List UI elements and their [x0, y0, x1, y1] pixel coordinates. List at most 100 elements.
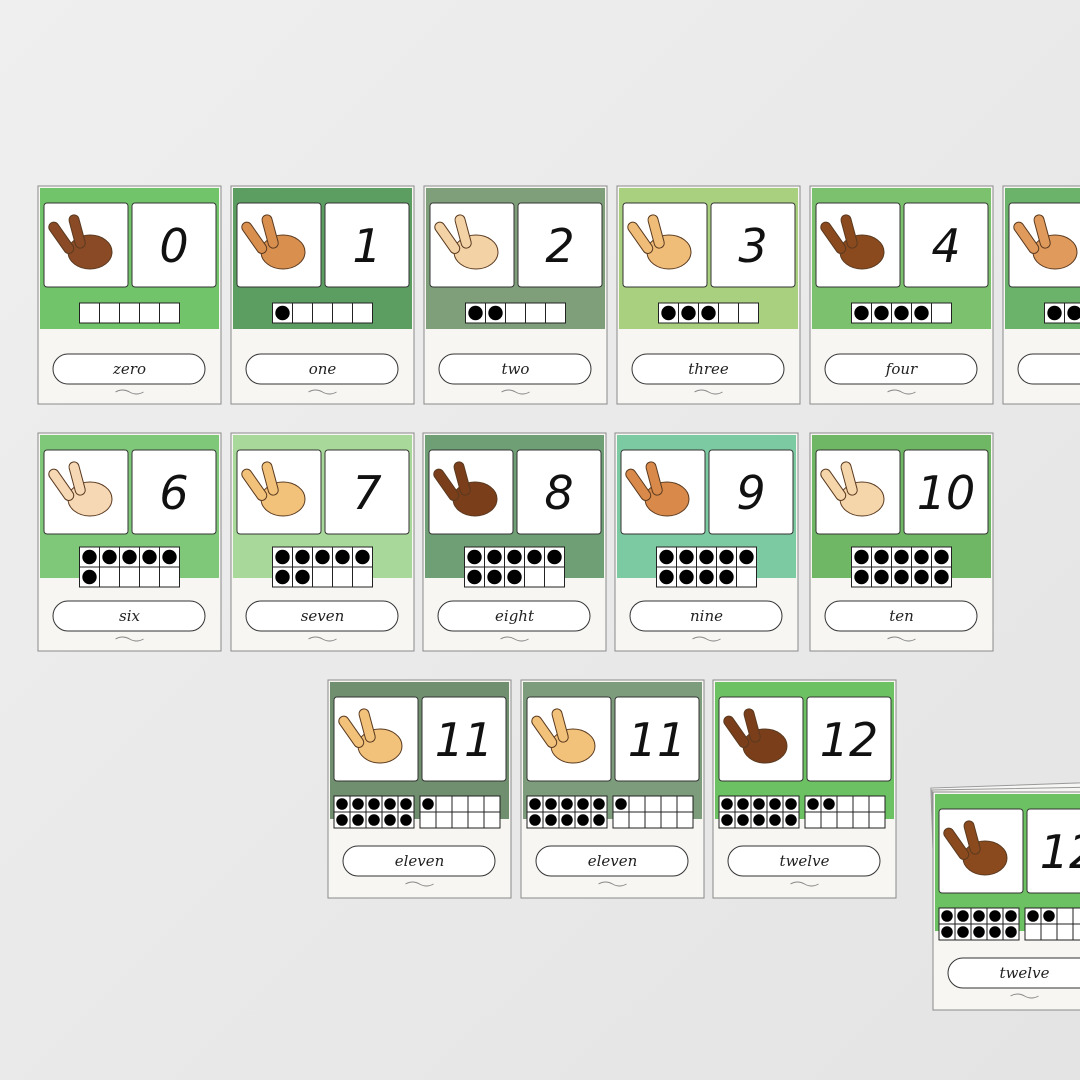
counter-dot — [368, 814, 380, 826]
word: nine — [690, 607, 723, 625]
counter-dot — [315, 549, 330, 565]
ten-frame-cell — [139, 566, 160, 588]
ten-frame-cell — [467, 795, 485, 813]
numeral-box — [131, 449, 217, 535]
card: 7 seven — [230, 432, 415, 652]
counter-dot — [467, 549, 482, 565]
card — [1002, 185, 1080, 405]
hand-finger — [48, 468, 75, 501]
ten-frame-cell — [868, 811, 886, 829]
hand-finger — [647, 214, 665, 249]
numeral-box — [324, 449, 410, 535]
ten-frame-cell — [676, 811, 694, 829]
counter-dot — [593, 798, 605, 810]
counter-dot — [874, 549, 889, 565]
counter-dot — [162, 549, 177, 565]
ten-frame-cell — [332, 566, 353, 588]
hand-finger — [241, 468, 268, 501]
counter-dot — [545, 798, 557, 810]
ten-frame-cell — [505, 302, 526, 324]
counter-dot — [854, 549, 869, 565]
word: eleven — [395, 852, 445, 870]
counter-dot — [467, 569, 482, 585]
ten-frame-cell — [99, 566, 120, 588]
tilde — [308, 636, 337, 642]
hand-finger — [1013, 221, 1040, 254]
counter-dot — [1047, 305, 1062, 321]
tilde — [887, 389, 916, 395]
counter-dot — [488, 305, 503, 321]
hand-finger — [261, 461, 279, 496]
numeral: 10 — [917, 466, 976, 520]
counter-dot — [769, 814, 781, 826]
numeral-box — [131, 202, 217, 288]
ten-frame-cell — [836, 795, 854, 813]
ten-frame-cell — [1072, 923, 1080, 941]
counter-dot — [336, 814, 348, 826]
counter-dot — [941, 926, 953, 938]
counter-dot — [352, 814, 364, 826]
counter-dot — [1027, 910, 1039, 922]
counter-dot — [82, 569, 97, 585]
word-pill — [727, 845, 881, 877]
counter-dot — [529, 798, 541, 810]
ten-frame-cell — [99, 302, 120, 324]
tilde — [500, 636, 529, 642]
tilde — [1010, 993, 1039, 999]
counter-dot — [593, 814, 605, 826]
ten-frame-cell — [79, 302, 100, 324]
ten-frame-cell — [312, 566, 333, 588]
word-pill — [437, 600, 591, 632]
ten-frame-cell — [159, 566, 180, 588]
counter-dot — [973, 926, 985, 938]
ten-frame-cell — [718, 302, 739, 324]
counter-dot — [275, 549, 290, 565]
tilde — [115, 636, 144, 642]
counter-dot — [719, 569, 734, 585]
numeral: 12 — [1040, 825, 1080, 879]
counter-dot — [422, 798, 434, 810]
counter-dot — [957, 926, 969, 938]
word-pill — [1017, 353, 1080, 385]
word-pill — [824, 353, 978, 385]
card: 12 twelve — [932, 791, 1080, 1011]
word-pill — [52, 600, 206, 632]
numeral: 7 — [352, 466, 381, 520]
word: eight — [495, 607, 535, 625]
numeral-box — [903, 449, 989, 535]
numeral: 11 — [435, 713, 494, 767]
card: 11 eleven — [327, 679, 512, 899]
counter-dot — [545, 814, 557, 826]
hand-finger — [963, 820, 981, 855]
counter-dot — [721, 814, 733, 826]
ten-frame-cell — [159, 302, 180, 324]
word: twelve — [1000, 964, 1050, 982]
ten-frame-cell — [435, 811, 453, 829]
ten-frame-cell — [644, 811, 662, 829]
hand-finger — [531, 715, 558, 748]
counter-dot — [894, 549, 909, 565]
word-pill — [342, 845, 496, 877]
ten-frame-cell — [612, 811, 630, 829]
counter-dot — [737, 814, 749, 826]
counter-dot — [973, 910, 985, 922]
counter-dot — [934, 569, 949, 585]
counter-dot — [753, 814, 765, 826]
counter-dot — [701, 305, 716, 321]
card: 11 eleven — [520, 679, 705, 899]
hand-finger — [840, 214, 858, 249]
counter-dot — [659, 549, 674, 565]
counter-dot — [1005, 926, 1017, 938]
counter-dot — [989, 910, 1001, 922]
counter-dot — [934, 549, 949, 565]
ten-frame-cell — [332, 302, 353, 324]
card: 3 three — [616, 185, 801, 405]
ten-frame-cell — [139, 302, 160, 324]
card: 8 eight — [422, 432, 607, 652]
counter-dot — [854, 569, 869, 585]
numeral-box — [324, 202, 410, 288]
counter-dot — [914, 549, 929, 565]
card: 9 nine — [614, 432, 799, 652]
tilde — [598, 881, 627, 887]
numeral: 1 — [352, 219, 381, 273]
